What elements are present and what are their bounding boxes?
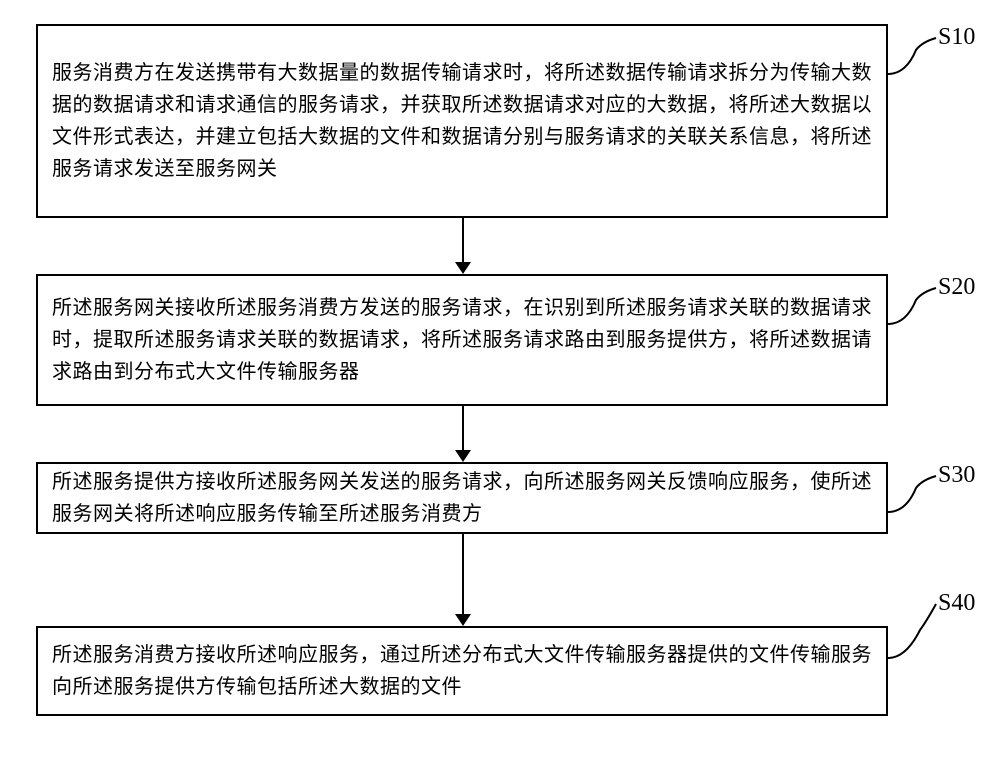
step-box-s20: 所述服务网关接收所述服务消费方发送的服务请求，在识别到所述服务请求关联的数据请求… <box>36 274 888 406</box>
step-text-s30: 所述服务提供方接收所述服务网关发送的服务请求，向所述服务网关反馈响应服务，使所述… <box>52 466 872 530</box>
step-label-s30: S30 <box>938 462 975 489</box>
step-text-s20: 所述服务网关接收所述服务消费方发送的服务请求，在识别到所述服务请求关联的数据请求… <box>52 292 872 388</box>
step-box-s10: 服务消费方在发送携带有大数据量的数据传输请求时，将所述数据传输请求拆分为传输大数… <box>36 24 888 218</box>
connector-s40 <box>884 600 940 670</box>
connector-s30 <box>884 472 940 524</box>
step-label-s20: S20 <box>938 274 975 301</box>
step-box-s40: 所述服务消费方接收所述响应服务，通过所述分布式大文件传输服务器提供的文件传输服务… <box>36 626 888 716</box>
flowchart-canvas: 服务消费方在发送携带有大数据量的数据传输请求时，将所述数据传输请求拆分为传输大数… <box>0 0 1000 760</box>
step-label-s10: S10 <box>938 24 975 51</box>
connector-s20 <box>884 284 940 336</box>
step-box-s30: 所述服务提供方接收所述服务网关发送的服务请求，向所述服务网关反馈响应服务，使所述… <box>36 462 888 534</box>
step-label-s40: S40 <box>938 590 975 617</box>
connector-s10 <box>884 34 940 86</box>
step-text-s10: 服务消费方在发送携带有大数据量的数据传输请求时，将所述数据传输请求拆分为传输大数… <box>52 57 872 185</box>
step-text-s40: 所述服务消费方接收所述响应服务，通过所述分布式大文件传输服务器提供的文件传输服务… <box>52 639 872 703</box>
